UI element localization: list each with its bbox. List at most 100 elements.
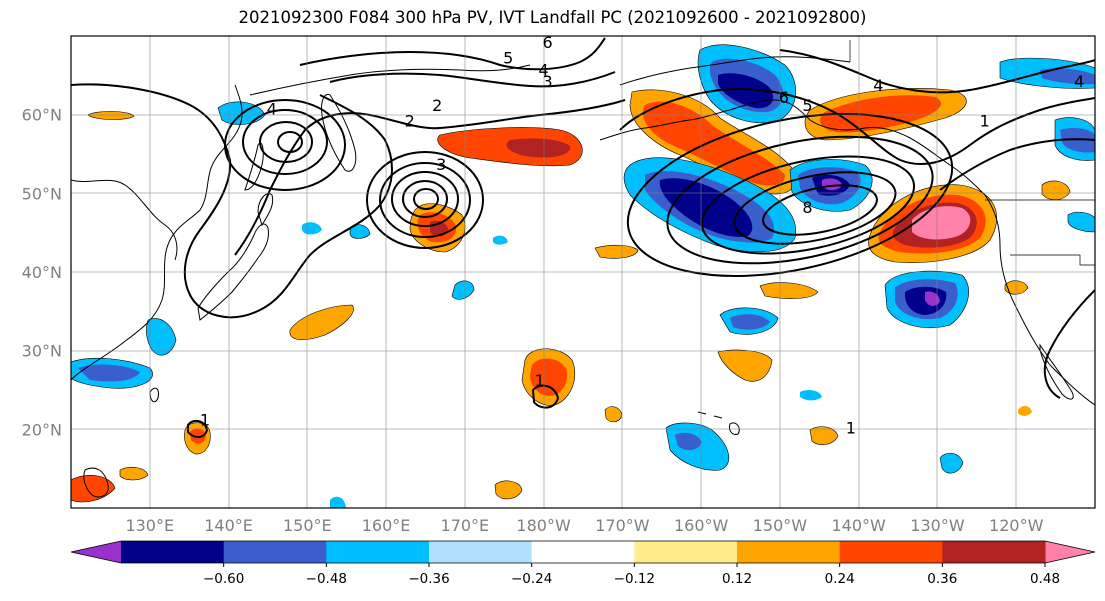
pv-anomaly-negative xyxy=(78,364,140,382)
latitude-tick-label: 50°N xyxy=(22,184,62,203)
longitude-tick-label: 170°W xyxy=(595,516,650,535)
pv-contour xyxy=(391,171,459,227)
pv-anomaly-negative xyxy=(939,452,964,474)
pv-anomaly-negative xyxy=(493,235,508,245)
pv-contour xyxy=(187,419,209,438)
pv-contour xyxy=(259,121,313,163)
longitude-tick-label: 180°W xyxy=(516,516,571,535)
latitude-tick-label: 30°N xyxy=(22,342,62,361)
japan-coastline xyxy=(257,193,274,227)
colorbar-tick-label: 0.36 xyxy=(927,571,957,587)
colorbar-tick-label: −0.60 xyxy=(203,571,244,587)
pv-contour xyxy=(299,37,606,71)
pv-contour xyxy=(779,49,1095,94)
pv-anomaly-negative xyxy=(146,318,177,356)
pv-anomaly-positive xyxy=(494,480,523,500)
contour-label: 6 xyxy=(542,33,552,52)
alaska-coastline xyxy=(619,56,851,86)
pv-contour xyxy=(402,180,448,218)
longitude-tick-label: 120°W xyxy=(989,516,1044,535)
longitude-tick-label: 150°W xyxy=(753,516,808,535)
colorbar-tick-label: 0.24 xyxy=(825,571,855,587)
colorbar-segment xyxy=(634,541,738,563)
contour-label: 4 xyxy=(539,60,549,79)
alaska-coastline xyxy=(729,99,986,196)
pv-contour xyxy=(224,99,346,191)
pv-anomaly-negative xyxy=(800,389,822,401)
pv-contour xyxy=(939,138,1095,191)
colorbar-segment xyxy=(223,541,327,563)
siberia-coastline xyxy=(249,64,531,96)
pv-contour xyxy=(277,131,303,153)
colorbar-tick-label: −0.48 xyxy=(306,571,347,587)
colorbar-extend-high xyxy=(1045,541,1095,563)
gridlines xyxy=(71,36,1095,508)
pv-anomaly-positive xyxy=(1041,180,1071,201)
pv-anomaly-positive xyxy=(594,244,639,259)
contour-label: 3 xyxy=(542,72,552,91)
contour-label: 2 xyxy=(405,112,415,131)
pv-anomaly-negative xyxy=(1040,68,1095,85)
contour-label: 4 xyxy=(1074,72,1084,91)
pv-contour xyxy=(242,109,328,175)
pv-contour xyxy=(666,135,934,265)
taiwan-coastline xyxy=(149,387,159,403)
contour-label: 6 xyxy=(779,88,789,107)
longitude-tick-label: 160°E xyxy=(362,516,411,535)
longitude-tick-label: 170°E xyxy=(441,516,490,535)
kamchatka-coastline xyxy=(321,93,357,172)
pv-contour xyxy=(700,155,916,255)
colorbar-segment xyxy=(326,541,430,563)
asia-coastline xyxy=(71,179,178,261)
pv-anomaly-negative xyxy=(925,291,940,306)
pv-anomaly-negative xyxy=(675,432,702,451)
longitude-tick-label: 150°E xyxy=(283,516,332,535)
colorbar-segment xyxy=(531,541,635,563)
country-border xyxy=(849,40,1095,266)
pv-anomaly-positive xyxy=(119,466,149,481)
latitude-tick-label: 20°N xyxy=(22,420,62,439)
colorbar-tick-label: 0.48 xyxy=(1030,571,1060,587)
colorbar-segment xyxy=(429,541,533,563)
contour-label: 1 xyxy=(200,410,210,429)
asia-coastline xyxy=(71,84,243,381)
pv-contour xyxy=(379,162,471,238)
contour-label: 2 xyxy=(432,96,442,115)
latitude-tick-label: 40°N xyxy=(22,263,62,282)
pv-anomaly-positive xyxy=(289,304,354,340)
contour-label: 1 xyxy=(535,371,545,390)
pv-contour xyxy=(329,71,616,88)
contour-label: 4 xyxy=(873,76,883,95)
contour-label: 1 xyxy=(980,112,990,131)
pv-anomaly-negative xyxy=(451,280,475,300)
pv-contour xyxy=(71,83,393,319)
pv-anomaly-positive xyxy=(1018,406,1032,416)
latitude-tick-labels: 20°N 30°N 40°N 50°N 60°N xyxy=(22,106,62,440)
pv-anomaly-negative xyxy=(718,73,774,109)
pv-contour xyxy=(762,184,878,236)
pv-contour xyxy=(531,384,560,409)
colorbar: −0.60 −0.48 −0.36 −0.24 −0.12 0.12 0.24 0.36 0.4… xyxy=(70,540,1096,587)
colorbar-extend-low xyxy=(71,541,121,563)
pv-contour xyxy=(413,188,439,210)
contour-label: 8 xyxy=(802,198,812,217)
pv-contour xyxy=(1043,289,1095,399)
longitude-tick-label: 130°E xyxy=(125,516,174,535)
colorbar-segment xyxy=(121,541,225,563)
colorbar-segment xyxy=(942,541,1046,563)
contour-label: 5 xyxy=(802,96,812,115)
colorbar-tick-label: 0.12 xyxy=(722,571,752,587)
pv-anomaly-positive xyxy=(506,138,571,158)
colorbar-tick-label: −0.24 xyxy=(511,571,552,587)
colorbar-segment xyxy=(737,541,841,563)
map-frame xyxy=(70,35,1096,509)
pv-anomaly-negative xyxy=(730,314,770,330)
longitude-tick-labels: 130°E 140°E 150°E 160°E 170°E 180°W 170°W 160°W… xyxy=(125,516,1043,535)
contour-label: 1 xyxy=(846,418,856,437)
latitude-tick-label: 60°N xyxy=(22,106,62,125)
pv-anomaly-negative xyxy=(330,496,346,508)
philippines-coastline xyxy=(83,467,109,498)
